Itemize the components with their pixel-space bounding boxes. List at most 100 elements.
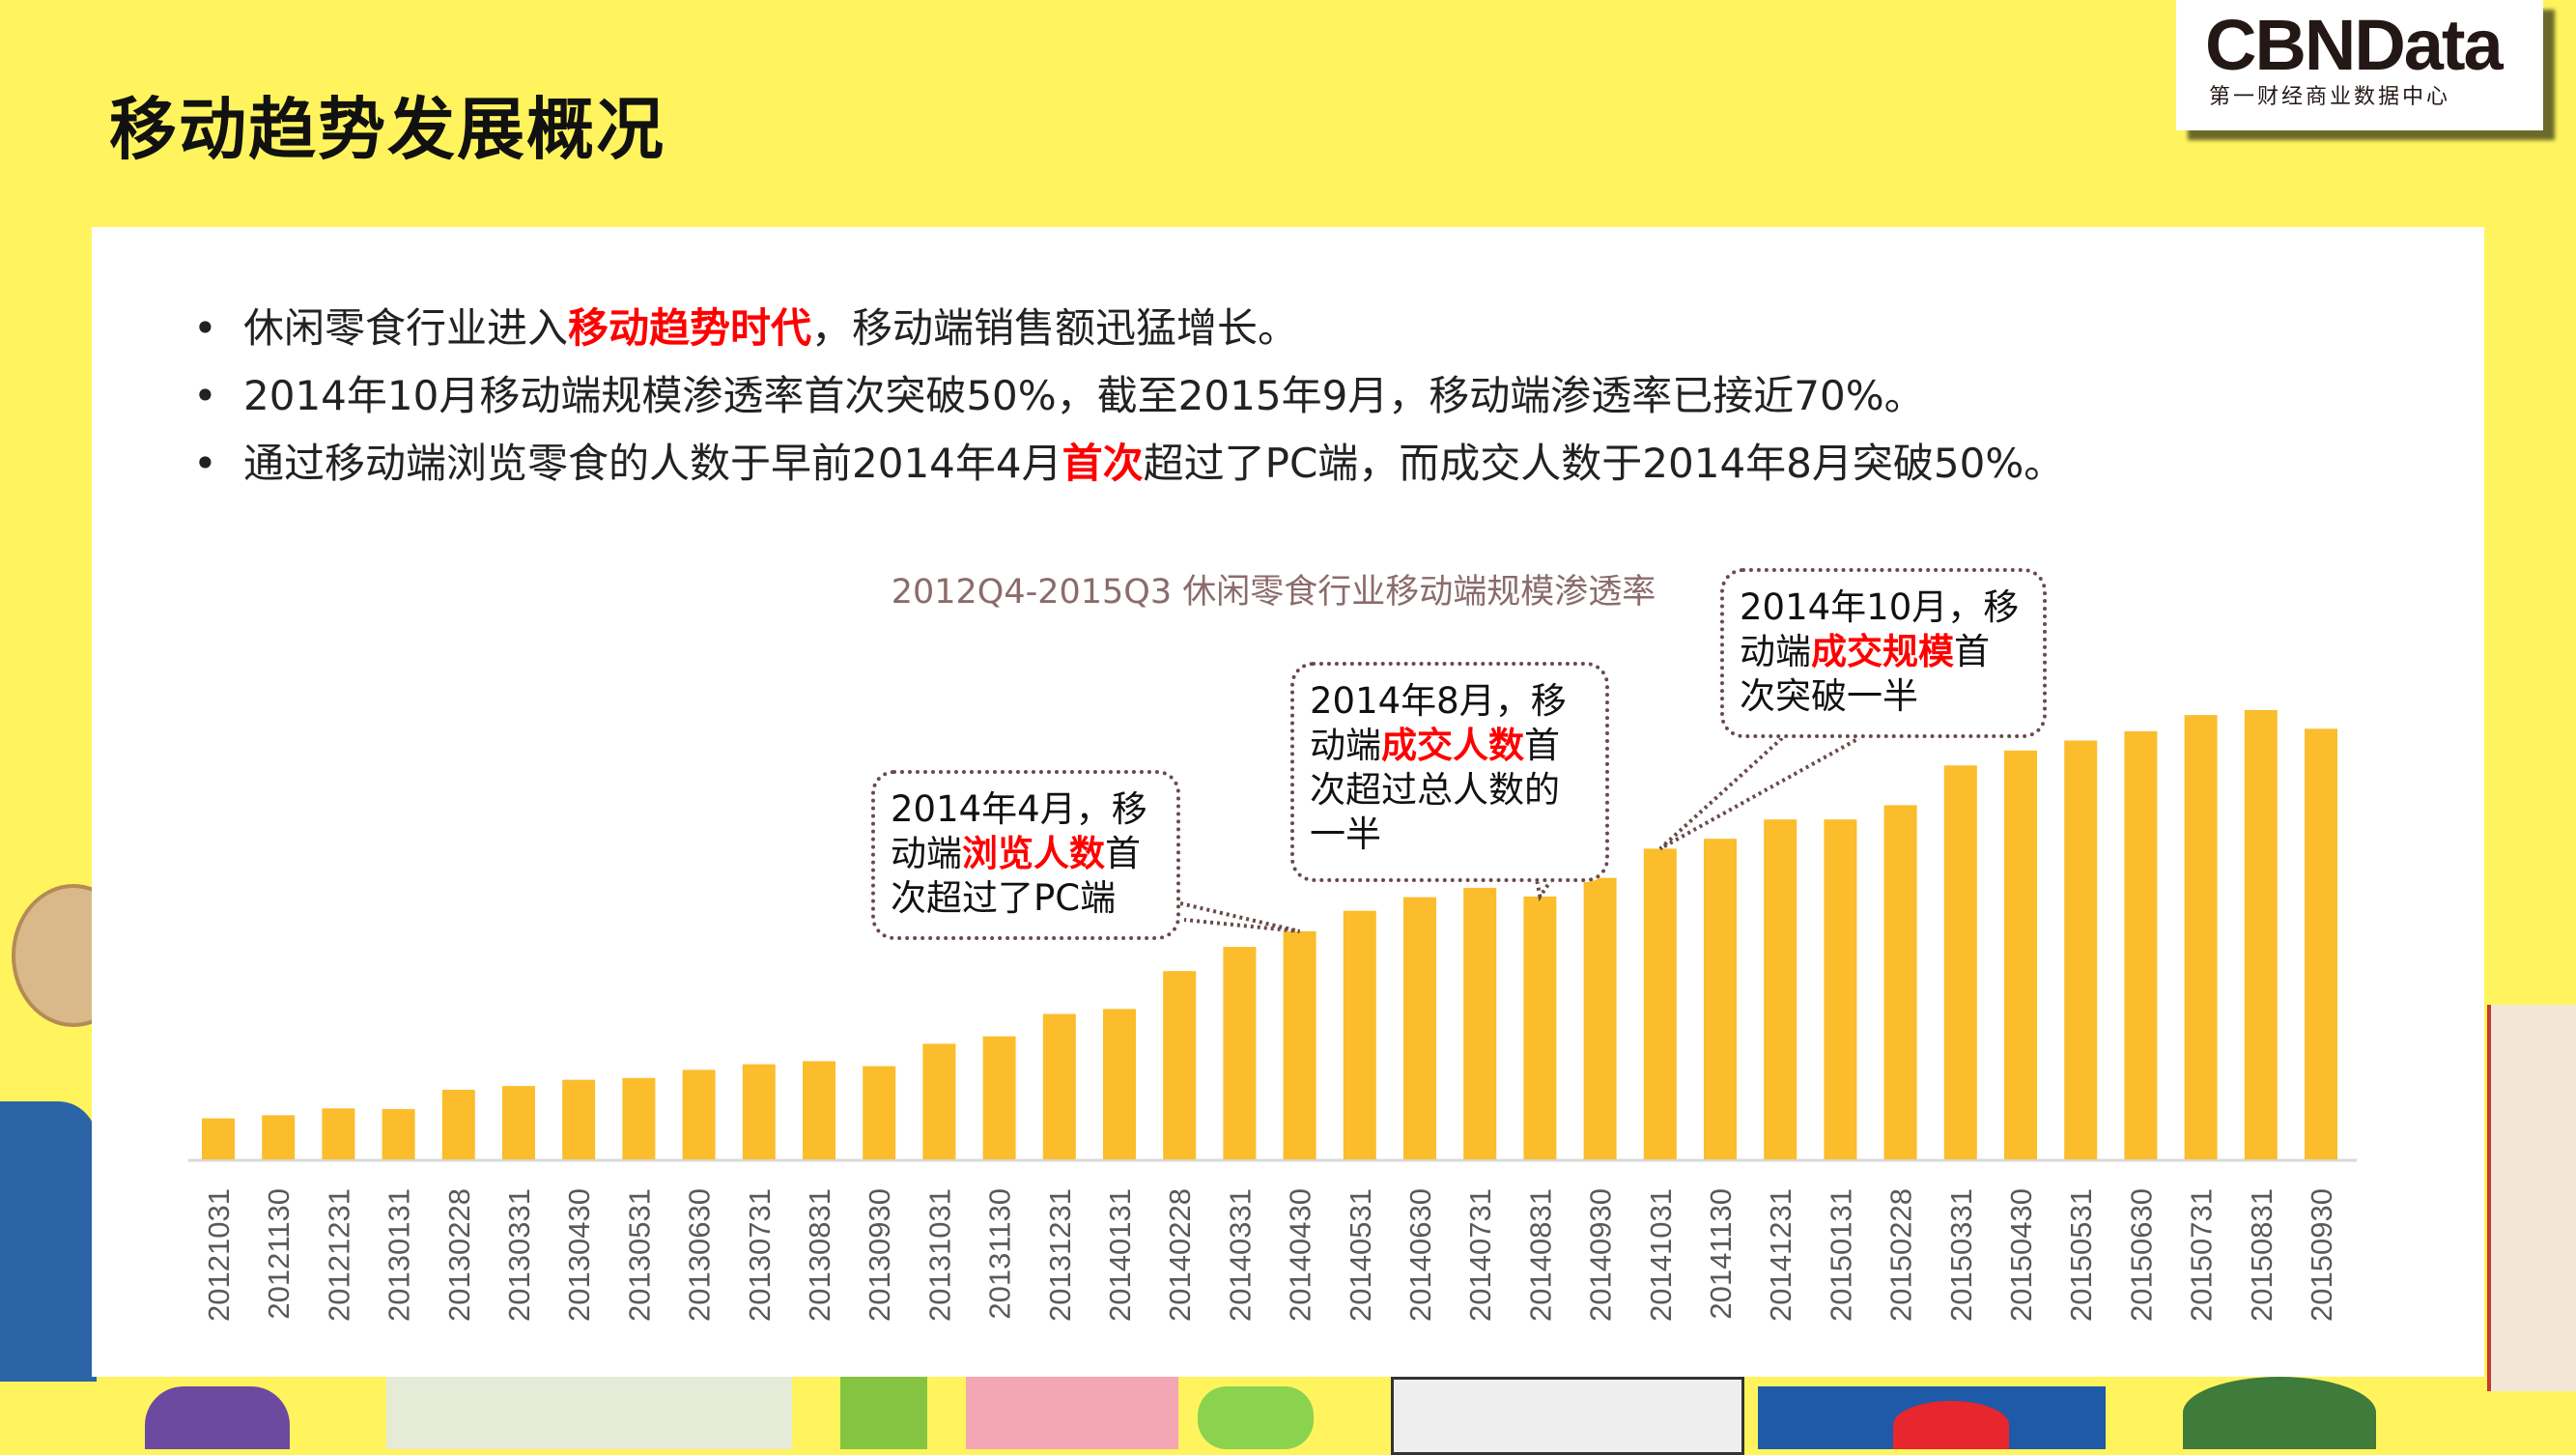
x-tick-label: 20130630 <box>683 1188 717 1322</box>
bar-20150131 <box>1824 819 1857 1159</box>
callout-text: 首 <box>1524 725 1560 766</box>
x-tick-label: 20121231 <box>322 1188 355 1322</box>
x-tick-label: 20131130 <box>983 1188 1017 1320</box>
x-tick-label: 20150930 <box>2305 1188 2338 1322</box>
bullet-text: 2014年10月移动端规模渗透率首次突破50%，截至2015年9月，移动端渗透率… <box>243 372 1925 419</box>
bar-20140930 <box>1583 877 1617 1159</box>
callout-text: 动端 <box>891 833 962 874</box>
bar-20140731 <box>1463 887 1497 1159</box>
bar-20131130 <box>982 1036 1016 1159</box>
x-tick-label: 20150430 <box>2004 1188 2038 1322</box>
callout-pointer <box>1179 901 1301 933</box>
bullet-text: 超过了PC端，而成交人数于2014年8月突破50%。 <box>1143 440 2065 487</box>
chart-title-text: 2012Q4-2015Q3 休闲零食行业移动端规模渗透率 <box>891 573 1656 612</box>
bullet-dot: • <box>193 304 217 352</box>
x-tick-label: 20130430 <box>562 1188 596 1322</box>
x-tick-label: 20150228 <box>1884 1188 1918 1322</box>
callout-line: 一半 <box>1310 813 1381 855</box>
bar-20121130 <box>262 1115 296 1159</box>
callout-text: 动端 <box>1310 725 1381 766</box>
x-tick-label: 20150731 <box>2185 1188 2219 1322</box>
bar-20130731 <box>742 1064 776 1159</box>
x-tick-label: 20121031 <box>202 1188 236 1322</box>
ice-cream-illustration <box>0 1101 97 1382</box>
bar-20140228 <box>1163 971 1197 1159</box>
bar-20141031 <box>1643 848 1677 1159</box>
bullet-item: • 休闲零食行业进入移动趋势时代，移动端销售额迅猛增长。 <box>193 295 2064 362</box>
x-tick-label: 20140831 <box>1523 1188 1557 1322</box>
callout-highlight: 成交规模 <box>1811 631 1954 672</box>
bar-20121231 <box>322 1108 355 1159</box>
x-tick-label: 20140131 <box>1103 1188 1137 1322</box>
bar-20150331 <box>1943 765 1977 1159</box>
logo-brand: CBNData <box>2205 5 2504 85</box>
x-tick-label: 20140630 <box>1403 1188 1437 1322</box>
bar-20130831 <box>803 1061 835 1159</box>
chart-title: 2012Q4-2015Q3 休闲零食行业移动端规模渗透率 <box>0 564 2576 613</box>
bar-20130331 <box>502 1086 535 1159</box>
bar-20131031 <box>922 1043 956 1159</box>
callout-text: 首 <box>1105 833 1141 874</box>
bar-20140131 <box>1103 1009 1136 1159</box>
bullet-item: • 2014年10月移动端规模渗透率首次突破50%，截至2015年9月，移动端渗透… <box>193 362 2064 430</box>
x-tick-label: 20140430 <box>1284 1188 1317 1322</box>
x-tick-label: 20140531 <box>1344 1188 1377 1322</box>
bullet-item: • 通过移动端浏览零食的人数于早前2014年4月首次超过了PC端，而成交人数于20… <box>193 430 2064 498</box>
callout-line: 2014年4月，移 <box>891 788 1147 830</box>
bar-20140630 <box>1403 897 1436 1159</box>
bar-20150731 <box>2184 715 2218 1159</box>
bullet-dot: • <box>193 372 217 419</box>
x-tick-label: 20140228 <box>1163 1188 1197 1322</box>
x-tick-label: 20150131 <box>1824 1188 1857 1322</box>
bar-20141130 <box>1704 839 1737 1159</box>
bar-20130131 <box>382 1108 415 1159</box>
bar-20130630 <box>682 1070 716 1159</box>
callout-text: 动端 <box>1740 631 1811 672</box>
callout-browse-users: 2014年4月，移 动端浏览人数首 次超过了PC端 <box>871 770 1180 940</box>
x-tick-label: 20131031 <box>922 1188 956 1322</box>
bar-20150930 <box>2305 728 2337 1159</box>
x-tick-label: 20130930 <box>863 1188 896 1322</box>
callout-transaction-scale: 2014年10月，移 动端成交规模首 次突破一半 <box>1720 568 2047 738</box>
callout-transaction-users: 2014年8月，移 动端成交人数首 次超过总人数的 一半 <box>1290 662 1609 882</box>
bar-20150228 <box>1883 805 1917 1159</box>
callout-highlight: 浏览人数 <box>962 833 1105 874</box>
bar-20140831 <box>1523 896 1557 1159</box>
x-tick-label: 20140331 <box>1223 1188 1257 1322</box>
callout-highlight: 成交人数 <box>1381 725 1524 766</box>
snack-box-illustration <box>2487 1005 2576 1391</box>
callout-line: 2014年8月，移 <box>1310 680 1567 722</box>
x-tick-label: 20130131 <box>382 1188 416 1322</box>
page-title: 移动趋势发展概况 <box>109 90 665 169</box>
bar-20130930 <box>863 1066 896 1159</box>
bullet-text: ，移动端销售额迅猛增长。 <box>811 304 1299 352</box>
cbndata-logo: CBNData 第一财经商业数据中心 <box>2176 0 2543 130</box>
bar-20140331 <box>1223 947 1257 1159</box>
x-tick-label: 20141231 <box>1764 1188 1798 1322</box>
x-tick-label: 20130531 <box>622 1188 656 1322</box>
x-tick-label: 20131231 <box>1043 1188 1077 1322</box>
bar-20150630 <box>2124 730 2158 1159</box>
bar-20121031 <box>202 1118 235 1159</box>
bar-20130228 <box>441 1089 475 1159</box>
callout-line: 次突破一半 <box>1740 675 1918 717</box>
logo-subtitle: 第一财经商业数据中心 <box>2209 85 2451 109</box>
highlight-text: 首次 <box>1062 440 1144 487</box>
bullet-dot: • <box>193 440 217 487</box>
x-tick-label: 20141031 <box>1644 1188 1678 1322</box>
bar-20130430 <box>562 1079 596 1159</box>
bullet-list: • 休闲零食行业进入移动趋势时代，移动端销售额迅猛增长。 • 2014年10月移动端规… <box>193 295 2064 498</box>
bar-20150831 <box>2244 710 2278 1159</box>
bar-20141231 <box>1764 819 1798 1159</box>
bar-20131231 <box>1042 1013 1076 1159</box>
callout-line: 次超过总人数的 <box>1310 769 1560 811</box>
bar-20150531 <box>2064 740 2098 1159</box>
callout-line: 次超过了PC端 <box>891 877 1117 919</box>
x-tick-label: 20140731 <box>1463 1188 1497 1322</box>
bar-20130531 <box>622 1077 656 1159</box>
x-tick-label: 20150331 <box>1944 1188 1978 1322</box>
x-tick-label: 20130228 <box>442 1188 476 1322</box>
x-tick-label: 20130731 <box>743 1188 777 1322</box>
x-tick-label: 20150630 <box>2124 1188 2158 1322</box>
x-tick-label: 20121130 <box>262 1188 296 1320</box>
